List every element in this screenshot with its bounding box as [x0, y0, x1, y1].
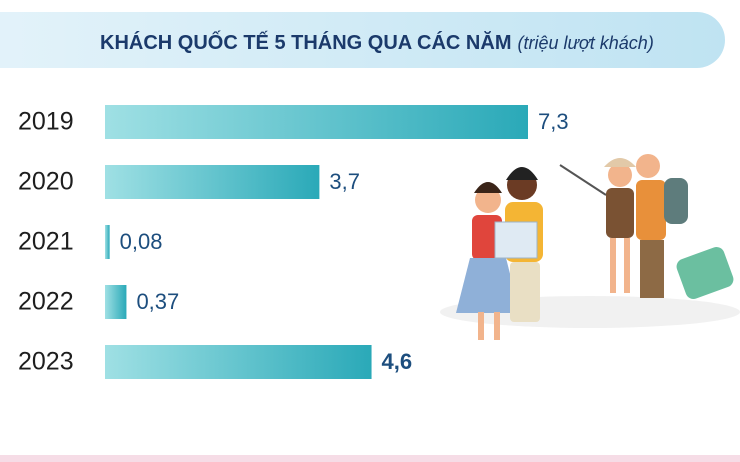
value-label: 3,7 [329, 169, 360, 194]
header-band [0, 12, 725, 68]
value-label: 0,37 [136, 289, 179, 314]
bar [105, 165, 320, 199]
category-label: 2020 [18, 168, 74, 196]
category-label: 2019 [18, 108, 74, 136]
category-label: 2022 [18, 288, 74, 316]
bar [105, 345, 372, 379]
category-label: 2021 [18, 228, 74, 256]
bar [105, 105, 528, 139]
illustration [440, 154, 740, 340]
bar [105, 225, 110, 259]
chart-title: KHÁCH QUỐC TẾ 5 THÁNG QUA CÁC NĂM (triệu … [100, 30, 654, 54]
category-label: 2023 [18, 348, 74, 376]
value-label: 0,08 [120, 229, 163, 254]
footer-strip [0, 455, 740, 462]
bar [105, 285, 127, 319]
value-label: 4,6 [382, 349, 413, 374]
value-label: 7,3 [538, 109, 569, 134]
